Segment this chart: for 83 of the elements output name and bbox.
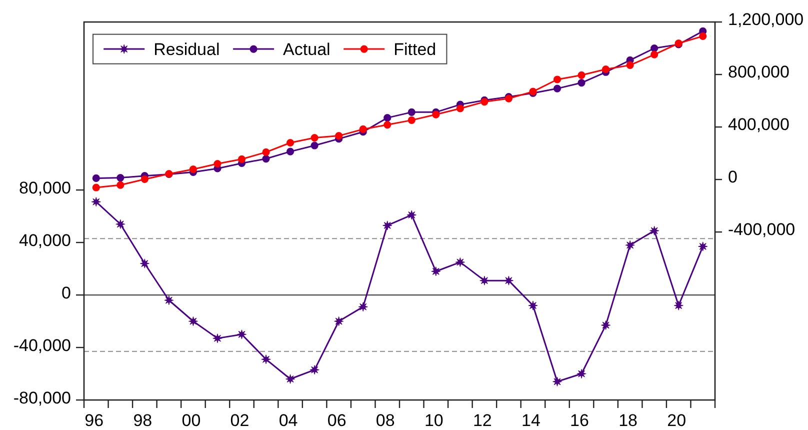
point: [358, 302, 368, 312]
x-tick-label: 14: [522, 410, 540, 430]
point: [310, 142, 318, 150]
x-tick-label: 00: [182, 410, 201, 430]
point: [431, 266, 441, 276]
point: [650, 50, 658, 58]
legend-label: Actual: [283, 40, 330, 59]
point: [384, 120, 392, 129]
x-tick-label: 20: [667, 410, 686, 430]
y2-tick-label: 1,200,000: [728, 10, 804, 29]
y2-tick-label: 400,000: [728, 114, 790, 134]
point: [528, 300, 538, 310]
point: [140, 175, 148, 184]
x-tick-label: 16: [570, 410, 589, 430]
point: [238, 155, 246, 163]
point: [310, 365, 320, 375]
point: [286, 148, 294, 156]
point: [384, 114, 392, 122]
point: [576, 369, 586, 378]
x-tick-label: 98: [133, 410, 152, 430]
point: [188, 316, 198, 326]
point: [602, 65, 610, 74]
x-tick-label: 04: [278, 410, 298, 430]
y-tick-label: 80,000: [19, 178, 71, 198]
point: [625, 240, 635, 250]
x-tick-label: 18: [618, 410, 638, 430]
point: [408, 116, 416, 124]
x-tick-label: 12: [472, 410, 492, 430]
point: [237, 330, 246, 340]
x-tick-label: 96: [84, 410, 104, 430]
point: [406, 210, 416, 220]
point: [382, 220, 392, 230]
point: [650, 44, 658, 52]
point: [553, 76, 562, 84]
point: [140, 258, 150, 268]
point: [650, 226, 660, 236]
point: [262, 154, 270, 163]
point: [92, 174, 100, 182]
x-tick-label: 06: [327, 410, 346, 430]
point: [334, 316, 344, 326]
legend-label: Fitted: [394, 40, 436, 59]
point: [212, 334, 222, 344]
x-tick-label: 02: [230, 410, 250, 430]
y2-tick-label: -400,000: [728, 220, 796, 239]
point: [116, 181, 124, 189]
point: [408, 108, 416, 116]
y-tick-label: 0: [62, 283, 71, 302]
point: [214, 160, 222, 168]
point: [578, 71, 586, 79]
point: [552, 376, 562, 386]
point: [359, 125, 367, 134]
point: [456, 104, 464, 112]
point: [578, 78, 586, 87]
point: [286, 374, 295, 384]
x-tick-label: 08: [376, 410, 395, 430]
y-tick-label: -40,000: [13, 336, 71, 355]
legend-label: Residual: [154, 40, 220, 59]
point: [553, 84, 562, 92]
point: [262, 148, 270, 156]
point: [310, 134, 318, 142]
y2-tick-label: 800,000: [728, 62, 790, 82]
point: [261, 354, 271, 364]
point: [626, 61, 634, 69]
point: [504, 276, 514, 286]
point: [92, 184, 100, 192]
point: [164, 296, 174, 305]
point: [189, 165, 198, 174]
y-tick-label: 40,000: [19, 230, 71, 250]
point: [674, 300, 684, 310]
point: [286, 138, 294, 147]
point: [116, 219, 126, 229]
point: [455, 257, 465, 267]
point: [91, 197, 101, 207]
x-tick-label: 10: [424, 410, 444, 430]
point: [335, 132, 343, 140]
point: [601, 320, 610, 330]
point: [116, 174, 124, 182]
y-tick-label: -80,000: [13, 388, 71, 408]
point: [432, 110, 440, 118]
point: [698, 242, 708, 252]
y2-tick-label: 0: [728, 167, 738, 186]
point: [480, 276, 490, 286]
point: [699, 32, 707, 40]
